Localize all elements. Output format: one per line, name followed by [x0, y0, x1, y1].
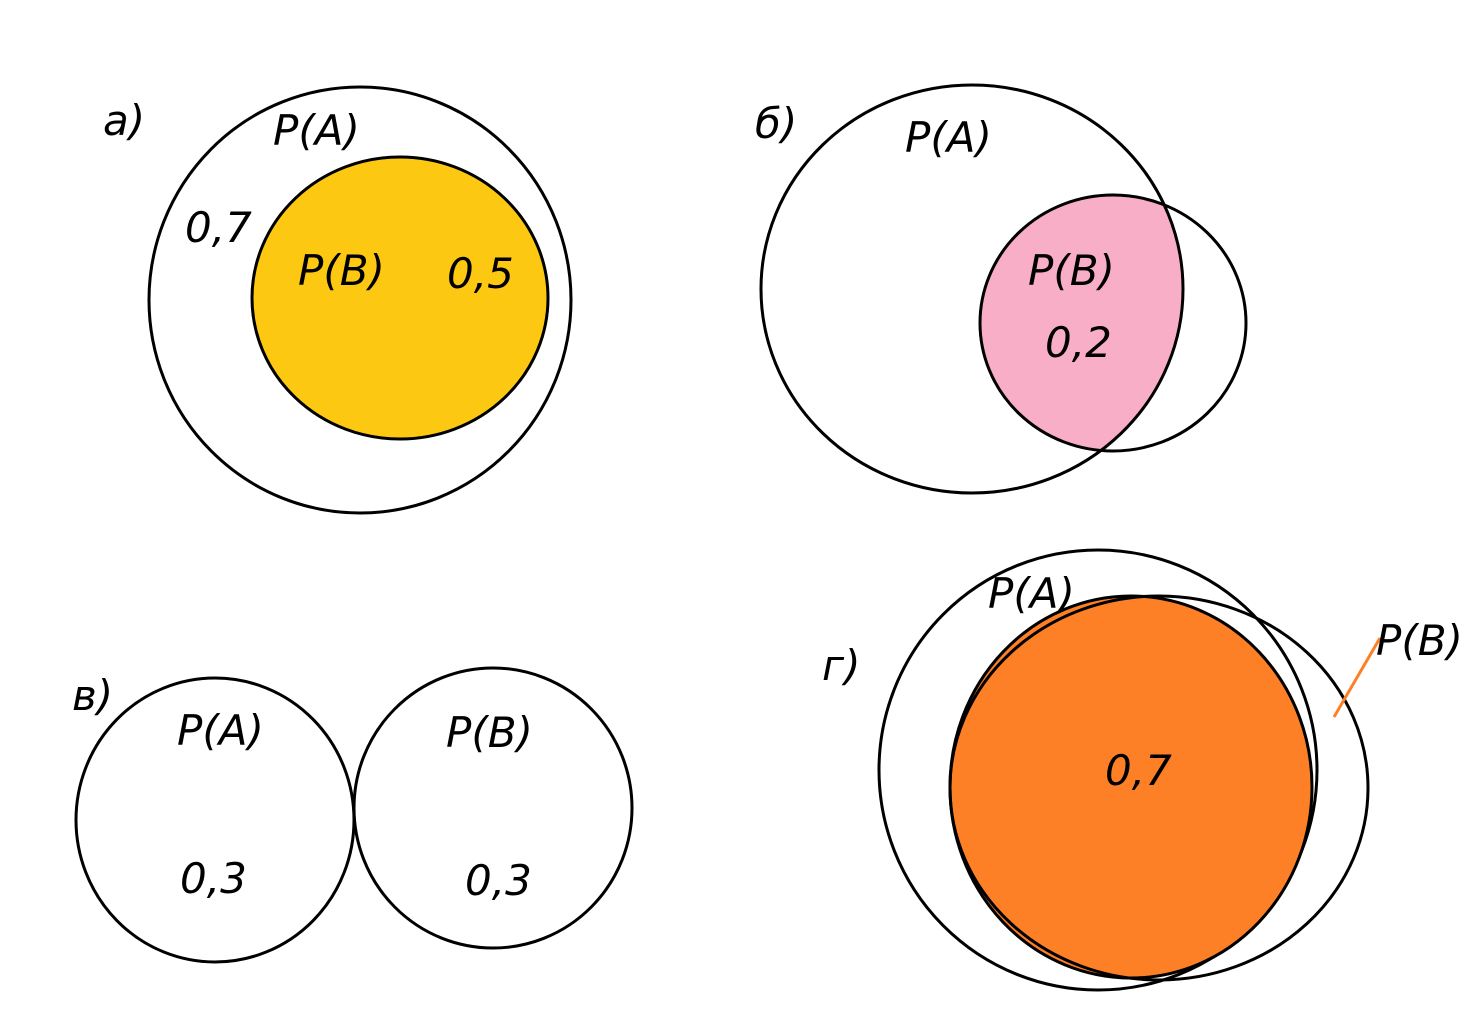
label: P(B): [446, 708, 533, 757]
label: P(B): [298, 246, 385, 295]
circle-b: [250, 155, 550, 441]
value: 0,2: [1045, 318, 1112, 367]
label: P(A): [905, 113, 992, 162]
circle-b: [978, 193, 1248, 453]
panel-label: в): [72, 671, 113, 720]
value: 0,3: [465, 856, 532, 905]
label: P(B): [1028, 246, 1115, 295]
value: 0,5: [447, 249, 514, 298]
value: 0,7: [1105, 746, 1172, 795]
label: P(A): [177, 706, 264, 755]
value: 0,7: [185, 203, 252, 252]
circle-a: [759, 83, 1185, 495]
circle-a: [877, 548, 1319, 992]
circle-b: [948, 594, 1370, 982]
label: P(B): [1376, 616, 1463, 665]
pointer: [1332, 637, 1382, 718]
value: 0,3: [180, 854, 247, 903]
circle-a: [147, 85, 573, 515]
panel-label: б): [755, 99, 797, 148]
label: P(A): [988, 569, 1075, 618]
panel-label: г): [822, 641, 860, 690]
label: P(A): [273, 106, 360, 155]
panel-label: а): [103, 96, 145, 145]
circle-b: [352, 666, 634, 950]
